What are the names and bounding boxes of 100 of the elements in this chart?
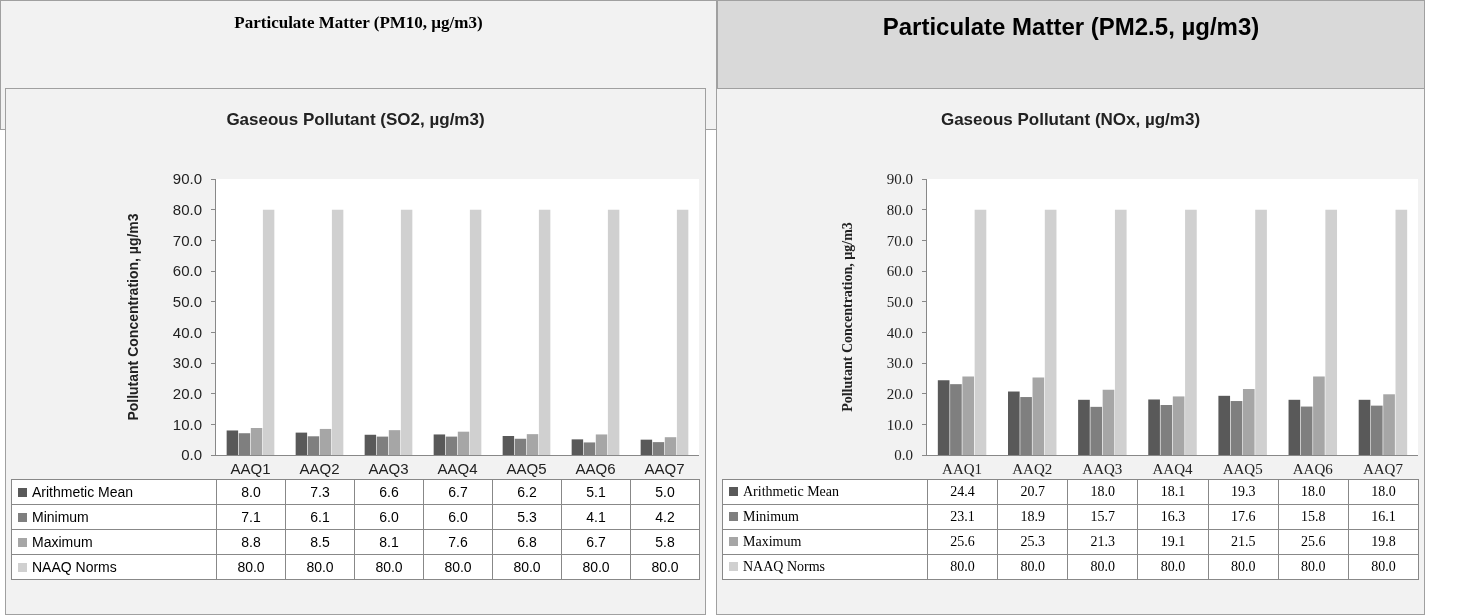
bar xyxy=(1102,389,1115,455)
data-label: 4.2 xyxy=(655,509,675,525)
data-label: 18.9 xyxy=(1020,509,1045,524)
y-tick-label: 50.0 xyxy=(886,293,913,310)
legend-label: Minimum xyxy=(11,504,217,530)
data-label: 25.3 xyxy=(1020,534,1045,549)
legend-label: Minimum xyxy=(722,504,928,530)
bar xyxy=(1242,389,1255,455)
bar xyxy=(319,428,332,455)
y-tick-label: 20.0 xyxy=(886,385,913,402)
data-label: 5.3 xyxy=(517,509,537,525)
y-tick-label: 40.0 xyxy=(886,324,913,341)
bar xyxy=(571,439,584,455)
bar xyxy=(502,435,515,455)
data-label: 8.5 xyxy=(310,534,330,550)
data-label: 80.0 xyxy=(237,559,265,575)
bar xyxy=(1358,399,1371,455)
data-label: 18.0 xyxy=(1301,484,1326,499)
legend-label: Maximum xyxy=(11,529,217,555)
bar xyxy=(262,209,275,455)
data-label: 6.1 xyxy=(310,509,330,525)
x-tick-label: AAQ7 xyxy=(644,460,685,477)
bar xyxy=(457,431,470,455)
bar xyxy=(400,209,413,455)
bar xyxy=(937,380,950,455)
bar xyxy=(226,430,239,455)
data-label: 6.6 xyxy=(379,484,399,500)
data-label: 8.1 xyxy=(379,534,399,550)
data-label: 6.2 xyxy=(517,484,537,500)
bar xyxy=(1325,209,1338,455)
bar xyxy=(1313,376,1325,455)
y-tick-label: 30.0 xyxy=(886,355,913,372)
x-tick-label: AAQ4 xyxy=(1152,461,1193,477)
x-tick-label: AAQ5 xyxy=(1222,461,1263,477)
x-tick-label: AAQ1 xyxy=(942,461,983,477)
bar xyxy=(1395,209,1408,455)
legend-label: NAAQ Norms xyxy=(722,554,928,580)
x-tick-label: AAQ4 xyxy=(437,460,478,477)
bar xyxy=(526,434,539,455)
y-axis-title: Pollutant Concentration, µg/m3 xyxy=(840,222,856,412)
y-tick-label: 60.0 xyxy=(172,262,202,280)
data-label: 24.4 xyxy=(950,484,975,499)
data-label: 8.0 xyxy=(241,484,261,500)
y-tick-label: 10.0 xyxy=(172,415,202,433)
data-label: 5.0 xyxy=(655,484,675,500)
text: Particulate Matter (PM10, µg/m3) xyxy=(233,13,484,33)
data-label: 80.0 xyxy=(950,559,975,574)
data-label: 23.1 xyxy=(950,509,975,524)
data-label: 18.0 xyxy=(1371,484,1396,499)
data-label: 6.7 xyxy=(448,484,468,500)
bar xyxy=(1185,209,1197,455)
bar xyxy=(640,439,653,455)
bar xyxy=(433,434,446,455)
data-label: 19.1 xyxy=(1160,534,1186,549)
y-tick-label: 80.0 xyxy=(172,200,202,218)
data-label: 16.1 xyxy=(1371,509,1396,524)
bar xyxy=(1218,395,1231,455)
bar xyxy=(595,434,608,455)
data-label: 5.8 xyxy=(655,534,675,550)
bar xyxy=(250,428,263,455)
data-label: 16.3 xyxy=(1160,509,1186,524)
data-label: 80.0 xyxy=(513,559,541,575)
bar xyxy=(1032,377,1045,455)
bar xyxy=(664,437,677,455)
data-label: 20.7 xyxy=(1020,484,1045,499)
bar xyxy=(1148,399,1160,455)
bar xyxy=(607,209,620,455)
y-tick-label: 20.0 xyxy=(172,384,202,402)
data-label: 25.6 xyxy=(1301,534,1326,549)
y-tick-label: 80.0 xyxy=(886,201,913,218)
legend-label: NAAQ Norms xyxy=(11,554,217,580)
data-label: 6.0 xyxy=(448,509,468,525)
data-label: 80.0 xyxy=(1371,559,1396,574)
x-tick-label: AAQ2 xyxy=(1012,461,1053,477)
data-label: 21.3 xyxy=(1090,534,1116,549)
x-tick-label: AAQ3 xyxy=(368,460,409,477)
data-label: 80.0 xyxy=(375,559,403,575)
data-label: 80.0 xyxy=(444,559,472,575)
data-label: 21.5 xyxy=(1230,534,1256,549)
text: Particulate Matter (PM2.5, µg/m3) xyxy=(881,13,1261,41)
data-label: 7.1 xyxy=(241,509,261,525)
data-label: 80.0 xyxy=(1230,559,1256,574)
legend-label: Maximum xyxy=(722,529,928,555)
data-label: 15.7 xyxy=(1090,509,1116,524)
x-tick-label: AAQ2 xyxy=(299,460,340,477)
bar xyxy=(1288,399,1301,455)
bar xyxy=(962,376,975,455)
y-tick-label: 10.0 xyxy=(886,416,913,433)
y-tick-label: 50.0 xyxy=(172,292,202,310)
data-label: 18.0 xyxy=(1090,484,1116,499)
data-label: 17.6 xyxy=(1230,509,1256,524)
bar xyxy=(1114,209,1127,455)
y-axis-title: Pollutant Concentration, µg/m3 xyxy=(125,213,142,421)
y-tick-label: 30.0 xyxy=(172,354,202,372)
data-label: 19.8 xyxy=(1371,534,1396,549)
legend-label: Arithmetic Mean xyxy=(722,479,928,505)
y-tick-label: 90.0 xyxy=(172,170,202,188)
data-label: 4.1 xyxy=(586,509,606,525)
bar xyxy=(1078,399,1090,455)
bar xyxy=(388,430,401,455)
